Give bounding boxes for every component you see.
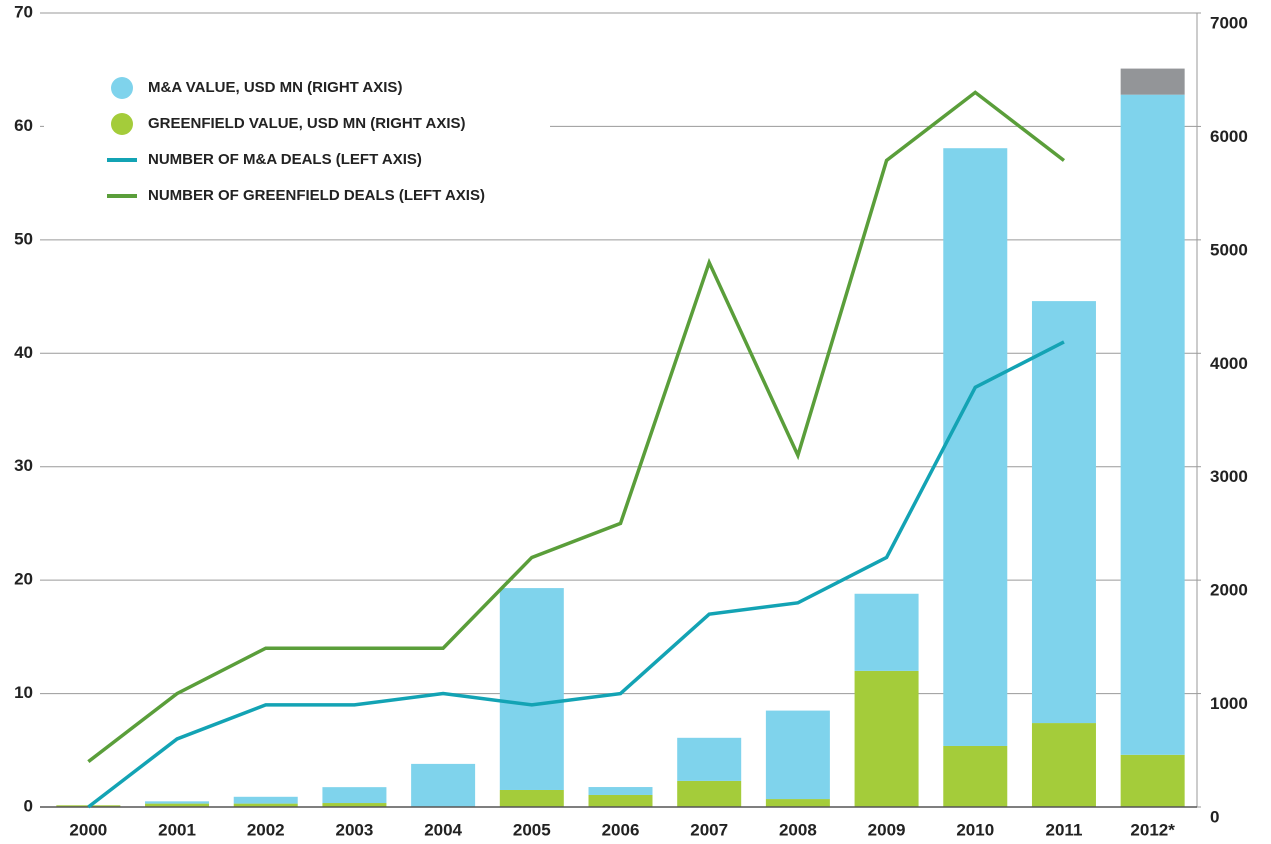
bar: [943, 745, 1008, 807]
bar: [677, 780, 742, 807]
bar: [322, 803, 387, 807]
bar: [1120, 754, 1185, 807]
legend-text: GREENFIELD VALUE, USD MN (RIGHT AXIS): [148, 115, 466, 132]
legend-text: M&A VALUE, USD MN (RIGHT AXIS): [148, 79, 402, 96]
bar: [1031, 723, 1096, 807]
bar: [411, 763, 476, 807]
y2-tick-label: 6000: [1210, 127, 1248, 146]
bar: [145, 803, 210, 807]
y-tick-label: 0: [24, 796, 33, 815]
x-tick-label: 2004: [424, 820, 462, 839]
y-tick-label: 20: [14, 570, 33, 589]
bar: [588, 787, 653, 795]
x-tick-label: 2007: [690, 820, 728, 839]
line: [87, 340, 1065, 809]
bar: [499, 588, 564, 790]
y2-tick-label: 3000: [1210, 467, 1248, 486]
y-tick-label: 70: [14, 2, 33, 21]
y2-tick-label: 2000: [1210, 581, 1248, 600]
x-tick-label: 2005: [513, 820, 551, 839]
bar: [588, 794, 653, 807]
bar: [499, 789, 564, 807]
bar: [233, 796, 298, 804]
y2-tick-label: 1000: [1210, 694, 1248, 713]
legend-swatch: [111, 113, 133, 135]
bar: [765, 710, 830, 800]
x-tick-label: 2009: [868, 820, 906, 839]
x-tick-label: 2002: [247, 820, 285, 839]
x-tick-label: 2001: [158, 820, 196, 839]
bar: [854, 593, 919, 671]
bar: [854, 670, 919, 807]
bar: [943, 148, 1008, 746]
legend-text: NUMBER OF GREENFIELD DEALS (LEFT AXIS): [148, 187, 485, 204]
bar: [145, 801, 210, 804]
x-tick-label: 2010: [956, 820, 994, 839]
x-tick-label: 2008: [779, 820, 817, 839]
y2-tick-label: 4000: [1210, 354, 1248, 373]
bar: [322, 787, 387, 804]
legend-text: NUMBER OF M&A DEALS (LEFT AXIS): [148, 151, 422, 168]
x-tick-label: 2006: [602, 820, 640, 839]
y-tick-label: 40: [14, 343, 33, 362]
x-tick-label: 2011: [1046, 820, 1083, 839]
x-tick-label: 2012*: [1130, 820, 1175, 839]
x-tick-label: 2000: [69, 820, 107, 839]
bar: [1031, 301, 1096, 724]
y-tick-label: 60: [14, 116, 33, 135]
y2-tick-label: 5000: [1210, 240, 1248, 259]
y2-tick-label: 0: [1210, 807, 1219, 826]
x-tick-label: 2003: [336, 820, 374, 839]
bar: [1120, 68, 1185, 95]
bar: [677, 737, 742, 781]
bar: [765, 799, 830, 807]
line: [87, 90, 1066, 764]
y2-tick-label: 7000: [1210, 13, 1248, 32]
bar: [1120, 94, 1185, 755]
bar: [233, 803, 298, 807]
y-tick-label: 50: [14, 229, 33, 248]
y-tick-label: 30: [14, 456, 33, 475]
y-tick-label: 10: [14, 683, 33, 702]
legend-swatch: [111, 77, 133, 99]
